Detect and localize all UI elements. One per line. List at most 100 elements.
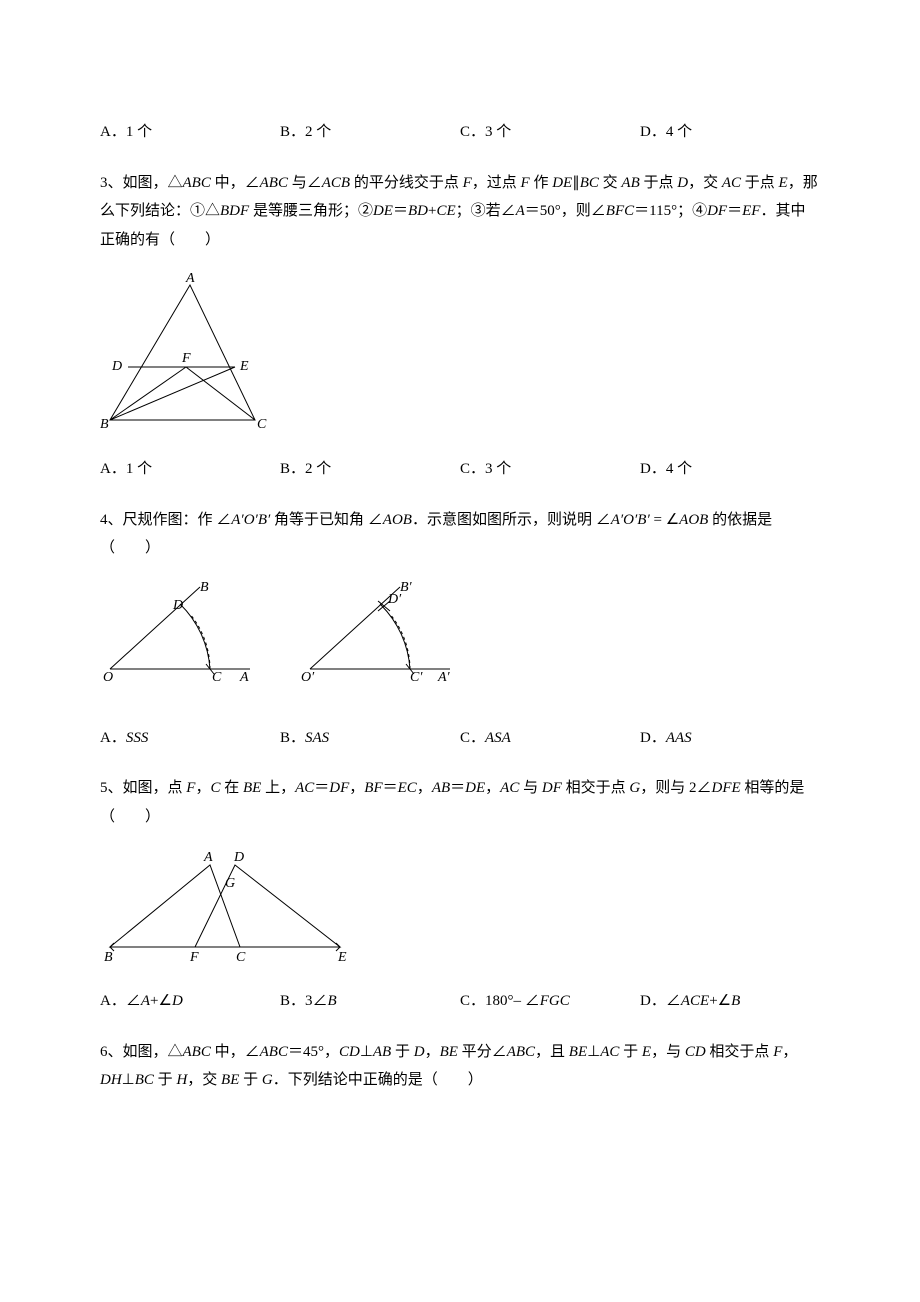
q3-fig-b: B (100, 417, 109, 432)
q6-c2: ，且 (535, 1044, 569, 1060)
q6-t1: 6、如图，△ (100, 1044, 183, 1060)
q6-g: G (262, 1072, 273, 1088)
q3-figure: A B C D E F (100, 270, 820, 435)
q6-t11: 于 (154, 1072, 177, 1088)
q6-be3: BE (221, 1072, 239, 1088)
q5-t5: 相交于点 (562, 780, 630, 796)
q4-fig-ap: A′ (437, 670, 451, 684)
q3-bd: BD (408, 203, 428, 219)
q5-ec: EC (398, 780, 417, 796)
q3-t16: ＝115°；④ (634, 203, 707, 219)
q5-c1: ， (195, 780, 210, 796)
q6-t7: ⊥ (587, 1044, 600, 1060)
q4-opt-a: A．SSS (100, 724, 280, 753)
q5-fig-e: E (337, 950, 347, 965)
q3-eq2: ＝ (727, 203, 742, 219)
q5-c2: ， (349, 780, 364, 796)
q5-c: C (210, 780, 220, 796)
q5-a2: D (172, 993, 183, 1009)
q4-fig-c: C (212, 670, 222, 684)
q5-b-val: B (328, 993, 337, 1009)
q3-ef: EF (742, 203, 760, 219)
q3-t14: ；③若∠ (456, 203, 516, 219)
q5-fig-b: B (104, 950, 113, 965)
q2-opt-a: A．1 个 (100, 118, 280, 147)
q5-fig-f: F (189, 950, 199, 965)
q5-a-plus: +∠ (150, 993, 172, 1009)
q3-bfc: BFC (606, 203, 634, 219)
q3-t15: ＝50°，则∠ (525, 203, 606, 219)
q3-stem: 3、如图，△ABC 中，∠ABC 与∠ACB 的平分线交于点 F，过点 F 作 … (100, 169, 820, 255)
q6-t8: 于 (619, 1044, 642, 1060)
q5-df2: DF (542, 780, 562, 796)
q5-options: A．∠A+∠D B．3∠B C．180°– ∠FGC D．∠ACE+∠B (100, 987, 820, 1016)
q2-opt-b: B．2 个 (280, 118, 460, 147)
q3-fig-c: C (257, 417, 267, 432)
q4-aob: AOB (383, 512, 412, 528)
q5-eq1: ＝ (314, 780, 329, 796)
q4-opt-c: C．ASA (460, 724, 640, 753)
q3-t3: 与∠ (288, 175, 322, 191)
q6-c5: ，交 (187, 1072, 221, 1088)
q6-cd2: CD (685, 1044, 706, 1060)
q6-ac: AC (600, 1044, 619, 1060)
q4-a-val: SSS (126, 730, 149, 746)
q3-opt-d: D．4 个 (640, 455, 820, 484)
q5-ab: AB (432, 780, 450, 796)
q3-bdf: BDF (220, 203, 249, 219)
q5-eq2: ＝ (383, 780, 398, 796)
q6-cd: CD (339, 1044, 360, 1060)
q6-t10: ⊥ (122, 1072, 135, 1088)
q3-de: DE (552, 175, 572, 191)
q6-stem: 6、如图，△ABC 中，∠ABC＝45°，CD⊥AB 于 D，BE 平分∠ABC… (100, 1038, 820, 1095)
q4-stem: 4、尺规作图：作 ∠A′O′B′ 角等于已知角 ∠AOB．示意图如图所示，则说明… (100, 506, 820, 563)
q6-t4: ⊥ (360, 1044, 373, 1060)
q6-bc: BC (135, 1072, 154, 1088)
q5-t2: 在 (220, 780, 243, 796)
q3-opt-b: B．2 个 (280, 455, 460, 484)
q3-t10: ，交 (688, 175, 722, 191)
q4-figure: O A B C D O′ A′ B′ C′ D′ (100, 579, 820, 684)
q3-f: F (463, 175, 472, 191)
q5-d1: ACE (681, 993, 709, 1009)
q4-fig-o: O (103, 670, 113, 684)
q6-t12: 于 (239, 1072, 262, 1088)
q3-ce: CE (436, 203, 455, 219)
q2-opt-d: D．4 个 (640, 118, 820, 147)
q4-c-pre: C． (460, 730, 485, 746)
q3-t5: ，过点 (472, 175, 521, 191)
q6-h: H (176, 1072, 187, 1088)
q6-be: BE (440, 1044, 458, 1060)
q3-e: E (779, 175, 788, 191)
q6-dh: DH (100, 1072, 122, 1088)
q5-df: DF (329, 780, 349, 796)
q6-t6: 平分∠ (458, 1044, 507, 1060)
q5-figure: A D B F C E G (100, 847, 820, 967)
q5-opt-c: C．180°– ∠FGC (460, 987, 640, 1016)
q3-t8: 交 (599, 175, 622, 191)
q5-dfe: DFE (711, 780, 740, 796)
q6-c1: ， (425, 1044, 440, 1060)
q5-c-pre: C．180°– ∠ (460, 993, 540, 1009)
q5-bf: BF (364, 780, 382, 796)
q3-df: DF (707, 203, 727, 219)
q3-t9: 于点 (640, 175, 678, 191)
q5-de: DE (465, 780, 485, 796)
q6-c4: ， (782, 1044, 797, 1060)
q6-f: F (773, 1044, 782, 1060)
q4-opt-d: D．AAS (640, 724, 820, 753)
q5-d-pre: D．∠ (640, 993, 681, 1009)
q4-b-pre: B． (280, 730, 305, 746)
q4-aob3: AOB (679, 512, 708, 528)
q6-e: E (642, 1044, 651, 1060)
q4-fig-a: A (239, 670, 249, 684)
q3-t6: 作 (530, 175, 553, 191)
q6-c3: ，与 (651, 1044, 685, 1060)
q4-d-pre: D． (640, 730, 666, 746)
q3-fig-a: A (185, 271, 195, 286)
q5-fig-a: A (203, 850, 213, 865)
q3-t11: 于点 (741, 175, 779, 191)
q5-c3: ， (417, 780, 432, 796)
q3-t1: 3、如图，△ (100, 175, 183, 191)
q5-fig-g: G (225, 876, 235, 891)
